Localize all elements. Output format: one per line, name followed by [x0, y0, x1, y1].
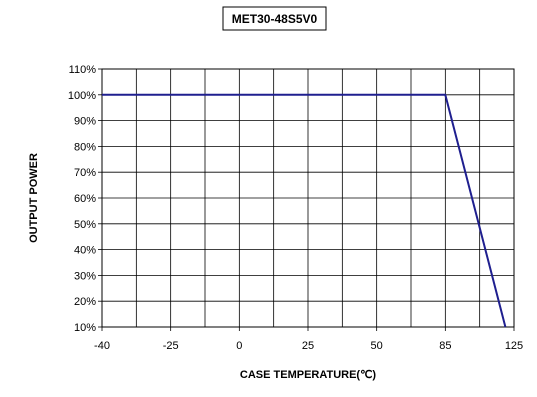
x-tick-label: -40	[94, 340, 110, 352]
x-axis-title: CASE TEMPERATURE(℃)	[240, 369, 377, 381]
y-axis-title: OUTPUT POWER	[28, 153, 40, 243]
y-tick-labels: 10% 20% 30% 40% 50% 60% 70% 80% 90% 100% 110%	[68, 64, 96, 334]
chart-title-box	[222, 6, 327, 31]
x-tick-label: 85	[439, 340, 451, 352]
x-tick-label: 25	[302, 340, 314, 352]
chart-title-group: MET30-48S5V0	[222, 6, 327, 31]
y-tick-label: 70%	[74, 167, 96, 179]
series-layer	[102, 93, 507, 328]
y-tick-label: 90%	[74, 116, 96, 128]
y-tick-label: 110%	[69, 64, 97, 76]
x-tick-label: 125	[505, 340, 523, 352]
y-tick-label: 80%	[74, 141, 96, 153]
x-tick-label: -25	[163, 340, 179, 352]
y-tick-label: 60%	[74, 193, 96, 205]
x-tick-label: 0	[236, 340, 242, 352]
y-tick-label: 10%	[74, 322, 96, 334]
y-tick-label: 50%	[74, 219, 96, 231]
y-tick-label: 20%	[74, 296, 96, 308]
y-tick-label: 100%	[68, 90, 96, 102]
y-tick-label: 40%	[74, 245, 96, 257]
x-tick-labels: -40 -25 0 25 50 85 125	[94, 340, 523, 352]
x-tick-label: 50	[371, 340, 383, 352]
y-tick-label: 30%	[74, 270, 96, 282]
grid-lines	[98, 68, 515, 331]
chart-title: MET30-48S5V0	[232, 12, 318, 26]
derating-curve	[102, 93, 507, 328]
